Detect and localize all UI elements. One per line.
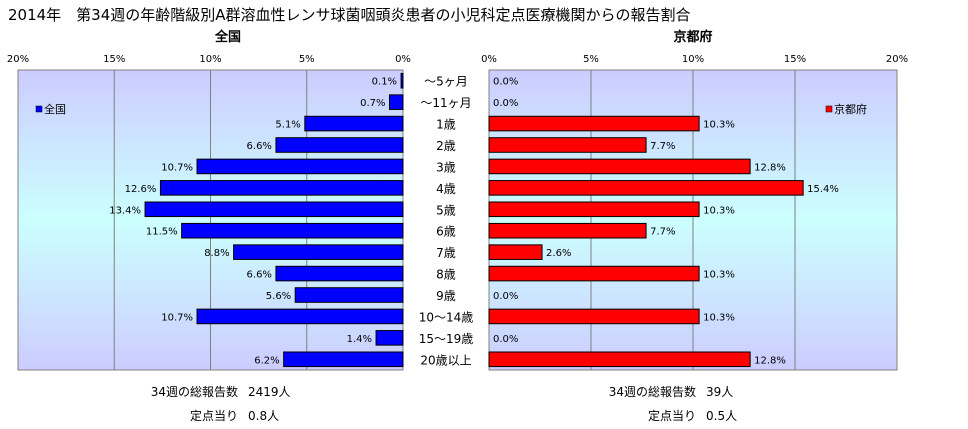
legend-label-kyoto: 京都府 <box>834 102 867 116</box>
category-label: 9歳 <box>436 289 456 303</box>
x-tick-label: 0% <box>395 54 411 65</box>
bar-value-label: 10.3% <box>703 120 735 131</box>
category-label: 1歳 <box>436 118 456 132</box>
bar-national <box>294 287 404 303</box>
bar-kyoto <box>488 201 700 218</box>
bar-national <box>275 137 404 153</box>
bar-kyoto <box>488 137 647 153</box>
bar-value-label: 0.0% <box>493 334 518 345</box>
bar-value-label: 13.4% <box>109 205 141 216</box>
bar-national <box>389 94 404 110</box>
bar-national <box>304 115 404 132</box>
bar-national <box>196 158 404 175</box>
bar-kyoto <box>488 222 647 239</box>
category-label: 10～14歳 <box>419 310 474 324</box>
legend-swatch-kyoto <box>825 105 833 113</box>
bar-value-label: 10.7% <box>161 162 193 173</box>
bar-value-label: 7.7% <box>650 227 675 238</box>
category-label: 2歳 <box>436 139 456 153</box>
bar-value-label: 0.1% <box>372 77 397 88</box>
bar-kyoto <box>488 180 804 196</box>
legend-label-national: 全国 <box>44 102 66 116</box>
chart-title: 2014年 第34週の年齢階級別A群溶血性レンサ球菌咽頭炎患者の小児科定点医療機… <box>8 6 691 24</box>
category-label: ～5ヶ月 <box>424 75 468 89</box>
legend-swatch-national <box>35 105 43 113</box>
bar-kyoto <box>488 265 700 282</box>
bar-national <box>275 265 404 282</box>
category-label: 4歳 <box>436 182 456 196</box>
bar-kyoto <box>488 244 543 260</box>
category-label: 7歳 <box>436 246 456 260</box>
bar-value-label: 8.8% <box>204 248 229 259</box>
bar-value-label: 12.6% <box>125 184 157 195</box>
total-reports-label: 34週の総報告数 <box>150 385 238 399</box>
left-panel-title: 全国 <box>214 29 241 45</box>
bar-kyoto <box>488 351 751 368</box>
x-tick-label: 10% <box>199 54 221 65</box>
bar-value-label: 0.0% <box>493 77 518 88</box>
bar-value-label: 0.0% <box>493 291 518 302</box>
bar-value-label: 10.3% <box>703 312 735 323</box>
bar-value-label: 6.2% <box>254 355 279 366</box>
category-label: 3歳 <box>436 160 456 174</box>
bar-national <box>400 72 404 89</box>
bar-value-label: 12.8% <box>754 162 786 173</box>
per-sentinel-value: 0.8人 <box>248 409 280 423</box>
per-sentinel-label: 定点当り <box>189 409 238 423</box>
category-label: 8歳 <box>436 268 456 282</box>
x-tick-label: 20% <box>886 54 908 65</box>
x-tick-label: 5% <box>583 54 599 65</box>
x-tick-label: 15% <box>784 54 806 65</box>
bar-value-label: 10.3% <box>703 270 735 281</box>
summary-national: 34週の総報告数 2419人 定点当り 0.8人 <box>120 380 291 428</box>
total-reports-value: 39人 <box>706 385 734 399</box>
x-tick-label: 15% <box>103 54 125 65</box>
bar-national <box>159 180 404 196</box>
bar-national <box>283 351 404 368</box>
per-sentinel-value: 0.5人 <box>706 409 738 423</box>
bar-value-label: 10.3% <box>703 205 735 216</box>
bar-kyoto <box>488 308 700 325</box>
bar-national <box>196 308 404 325</box>
x-tick-label: 20% <box>7 54 29 65</box>
bar-value-label: 1.4% <box>347 334 372 345</box>
bar-value-label: 6.6% <box>247 270 272 281</box>
category-label: 5歳 <box>436 203 456 217</box>
category-label: 6歳 <box>436 225 456 239</box>
category-label: 15～19歳 <box>419 332 474 346</box>
category-label: 20歳以上 <box>420 353 471 367</box>
bar-national <box>233 244 404 260</box>
bar-value-label: 2.6% <box>546 248 571 259</box>
per-sentinel-label: 定点当り <box>647 409 696 423</box>
population-pyramid-chart: 全国 京都府 20% 15% 10% 5% 0% 0% 5% 10% 15% 20% 0.1% 0.… <box>7 29 908 371</box>
bar-value-label: 5.6% <box>266 291 291 302</box>
bar-kyoto <box>488 158 751 175</box>
summary-kyoto: 34週の総報告数 39人 定点当り 0.5人 <box>578 380 737 428</box>
x-tick-label: 0% <box>481 54 497 65</box>
bar-national <box>181 222 404 239</box>
bar-national <box>375 330 404 346</box>
bar-value-label: 5.1% <box>275 120 300 131</box>
bar-national <box>144 201 404 218</box>
bar-value-label: 15.4% <box>807 184 839 195</box>
total-reports-label: 34週の総報告数 <box>608 385 696 399</box>
bar-value-label: 10.7% <box>161 312 193 323</box>
bar-value-label: 12.8% <box>754 355 786 366</box>
bar-value-label: 6.6% <box>247 141 272 152</box>
bar-value-label: 7.7% <box>650 141 675 152</box>
x-tick-label: 10% <box>682 54 704 65</box>
bar-value-label: 0.7% <box>360 98 385 109</box>
total-reports-value: 2419人 <box>248 385 291 399</box>
category-label: ～11ヶ月 <box>420 96 471 110</box>
bar-value-label: 11.5% <box>146 227 178 238</box>
right-panel-title: 京都府 <box>673 29 712 45</box>
bar-value-label: 0.0% <box>493 98 518 109</box>
x-tick-label: 5% <box>299 54 315 65</box>
bar-kyoto <box>488 115 700 132</box>
